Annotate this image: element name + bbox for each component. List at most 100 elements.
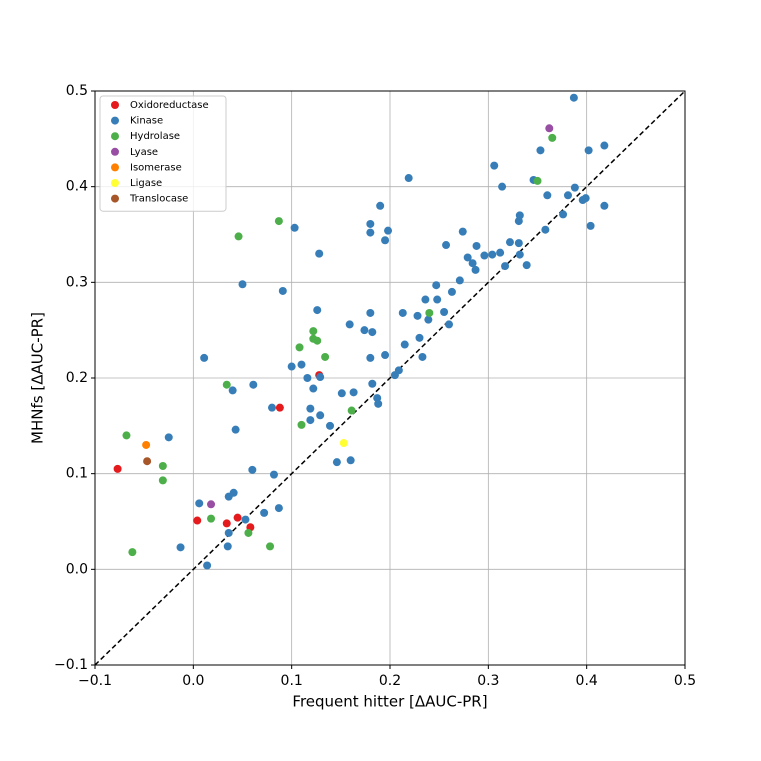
legend-marker	[111, 163, 119, 172]
y-tick-label: 0.5	[66, 83, 88, 99]
point	[432, 281, 441, 290]
point	[228, 386, 237, 395]
point	[496, 248, 505, 257]
legend-marker	[111, 194, 119, 203]
point	[158, 476, 167, 485]
point	[376, 201, 385, 210]
y-tick-label: 0.4	[66, 179, 88, 195]
legend-marker	[111, 147, 119, 156]
point	[176, 543, 185, 552]
legend-label: Hydrolase	[130, 131, 180, 142]
point	[200, 353, 209, 362]
y-tick-label: −0.1	[54, 657, 88, 673]
point	[548, 133, 557, 142]
point	[309, 334, 318, 343]
point	[260, 508, 269, 517]
legend-label: Isomerase	[130, 162, 182, 173]
point	[223, 542, 232, 551]
point	[164, 433, 173, 442]
x-tick-label: 0.0	[182, 673, 204, 689]
x-tick-label: 0.2	[379, 673, 401, 689]
point	[274, 217, 283, 226]
point	[471, 265, 480, 274]
point	[366, 353, 375, 362]
point	[381, 236, 390, 245]
point	[384, 226, 393, 235]
point	[248, 465, 257, 474]
point	[514, 239, 523, 248]
point	[346, 456, 355, 465]
point	[584, 146, 593, 155]
point	[195, 499, 204, 508]
x-axis-label: Frequent hitter [ΔAUC-PR]	[292, 693, 487, 711]
y-tick-label: 0.2	[66, 370, 88, 386]
point	[381, 351, 390, 360]
reference-line	[94, 90, 686, 666]
point	[536, 146, 545, 155]
point	[306, 416, 315, 425]
point	[349, 388, 358, 397]
point	[374, 399, 383, 408]
point	[321, 352, 330, 361]
point	[275, 403, 284, 412]
point	[203, 561, 212, 570]
point	[543, 191, 552, 200]
legend-label: Kinase	[130, 116, 163, 127]
point	[425, 308, 434, 317]
point	[332, 458, 341, 467]
point	[231, 425, 240, 434]
point	[244, 528, 253, 537]
point	[234, 232, 243, 241]
point	[241, 515, 250, 524]
point	[315, 249, 324, 258]
legend-label: Translocase	[129, 194, 188, 205]
point	[569, 93, 578, 102]
point	[559, 210, 568, 219]
point	[326, 421, 335, 430]
y-tick-label: 0.1	[66, 466, 88, 482]
point	[490, 161, 499, 170]
point	[306, 404, 315, 413]
point	[447, 287, 456, 296]
point	[514, 217, 523, 226]
legend-label: Ligase	[130, 178, 162, 189]
point	[158, 462, 167, 471]
point	[463, 253, 472, 262]
point	[480, 251, 489, 260]
point	[468, 259, 477, 268]
point	[578, 196, 587, 205]
point	[600, 201, 609, 210]
point	[390, 371, 399, 380]
point	[522, 261, 531, 270]
point	[347, 406, 356, 415]
legend-box	[99, 95, 227, 212]
x-tick-label: 0.4	[576, 673, 598, 689]
point	[545, 124, 554, 133]
legend-label: Lyase	[130, 147, 158, 158]
point	[400, 340, 409, 349]
point	[472, 241, 481, 250]
point	[193, 516, 202, 525]
point	[249, 380, 258, 389]
point	[488, 250, 497, 259]
point	[268, 403, 276, 412]
point	[229, 488, 238, 497]
legend-marker	[111, 101, 119, 109]
point	[313, 306, 322, 315]
point	[143, 457, 152, 466]
x-tick-label: 0.1	[281, 673, 303, 689]
point	[440, 307, 449, 316]
point	[563, 191, 572, 200]
point	[366, 219, 375, 228]
point	[309, 327, 318, 336]
point	[238, 280, 247, 289]
point	[366, 228, 375, 237]
point	[366, 308, 375, 317]
point	[415, 333, 424, 342]
point	[266, 542, 275, 551]
point	[501, 262, 510, 271]
point	[297, 420, 306, 429]
point	[404, 174, 413, 183]
legend-label: Oxidoreductase	[130, 100, 209, 111]
